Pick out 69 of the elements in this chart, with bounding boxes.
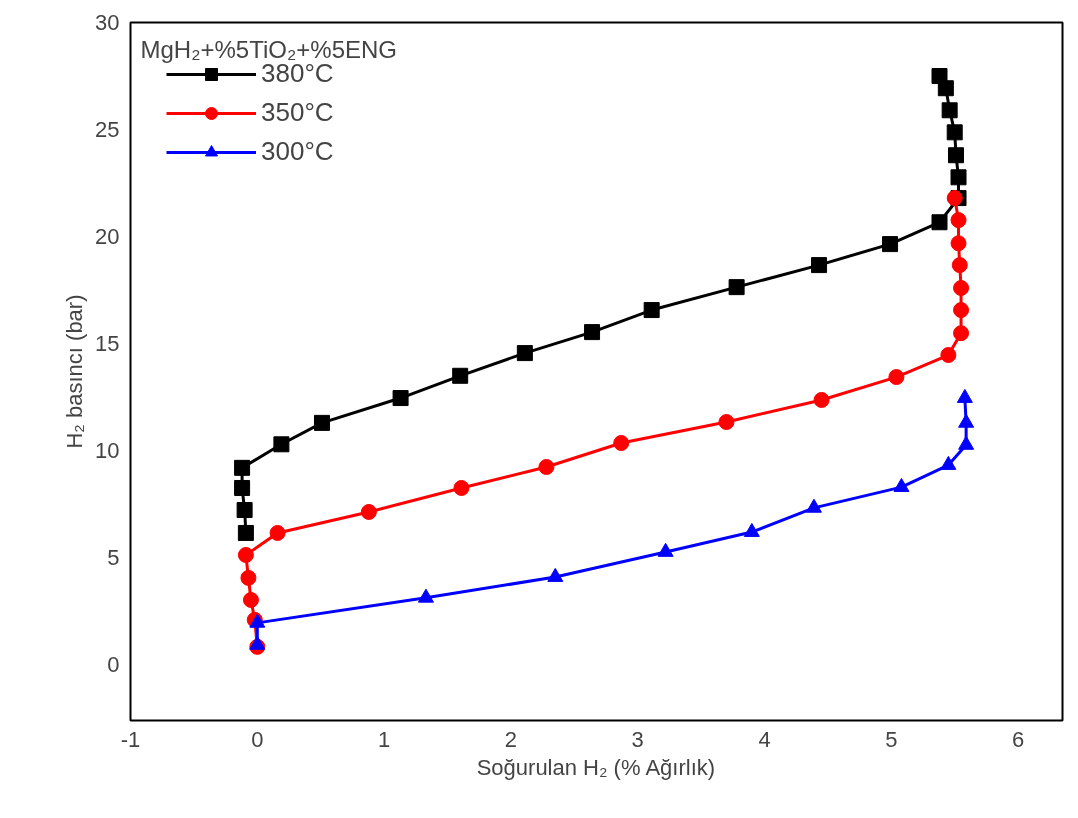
point [931, 214, 948, 231]
point [953, 325, 970, 342]
y-tick-label: 30 [95, 10, 120, 35]
point [453, 479, 470, 496]
point [888, 369, 905, 386]
point [940, 455, 957, 470]
point [452, 367, 469, 384]
x-axis-title: Soğurulan H₂ (% Ağırlık) [476, 754, 716, 780]
point [242, 591, 259, 608]
point [547, 567, 564, 582]
point [313, 414, 330, 431]
y-tick-label: 15 [95, 331, 120, 357]
point [516, 345, 533, 362]
point [718, 414, 735, 431]
point [931, 68, 948, 85]
point [805, 498, 822, 513]
point [584, 324, 601, 341]
point [882, 236, 899, 253]
point [657, 542, 674, 557]
point [950, 169, 967, 186]
x-tick-label: 6 [1012, 726, 1025, 752]
y-axis-title: H₂ basıncı (bar) [62, 294, 88, 449]
annotation: MgH₂+%5TiO₂+%5ENG [140, 35, 397, 63]
x-tick-label: -1 [120, 726, 141, 752]
point [392, 390, 409, 407]
point [811, 257, 828, 274]
point [249, 635, 266, 650]
point [946, 190, 963, 207]
point [958, 413, 975, 428]
point [953, 280, 970, 296]
point [237, 547, 254, 563]
point [743, 522, 760, 537]
point [946, 124, 963, 141]
point [941, 102, 958, 119]
point [643, 302, 660, 319]
point [950, 235, 967, 252]
point [234, 479, 251, 496]
y-tick-label: 25 [95, 117, 120, 143]
point [951, 257, 968, 274]
x-tick-label: 2 [504, 726, 518, 752]
x-tick-label: 0 [251, 726, 264, 752]
point [813, 391, 830, 408]
legend-label: 300°C [261, 136, 334, 167]
y-tick-label: 0 [107, 652, 120, 678]
point [893, 477, 910, 492]
point [237, 524, 254, 541]
point [613, 435, 630, 451]
point [236, 502, 253, 519]
point [269, 524, 286, 541]
y-tick-label: 20 [95, 224, 120, 250]
x-tick-label: 3 [631, 726, 644, 752]
x-tick-label: 4 [758, 726, 771, 752]
point [417, 588, 434, 603]
point [240, 569, 257, 586]
y-tick-label: 10 [95, 438, 120, 464]
point [728, 279, 745, 296]
legend-label: 350°C [261, 97, 334, 128]
y-tick-label: 5 [107, 545, 120, 571]
point [953, 302, 970, 319]
point [958, 435, 975, 450]
point [273, 436, 290, 453]
x-tick-label: 5 [885, 726, 898, 752]
point [234, 459, 251, 476]
point [940, 347, 957, 363]
point [538, 459, 555, 475]
point [360, 503, 377, 520]
x-tick-label: 1 [377, 726, 391, 752]
point [950, 212, 967, 229]
point [947, 147, 964, 164]
